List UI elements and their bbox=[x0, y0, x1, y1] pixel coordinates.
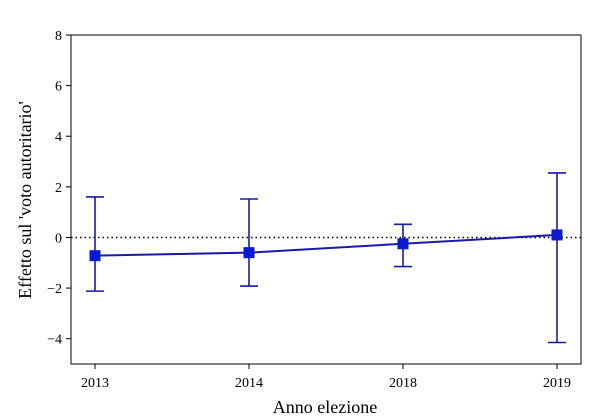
y-tick-label: −4 bbox=[47, 333, 62, 348]
y-tick-label: −2 bbox=[47, 282, 62, 297]
data-point-2018 bbox=[397, 238, 409, 250]
y-tick-label: 0 bbox=[55, 231, 62, 246]
series-line bbox=[94, 233, 558, 257]
y-axis-label: Effetto sul 'voto autoritario' bbox=[15, 101, 35, 299]
x-axis-label: Anno elezione bbox=[273, 397, 377, 417]
x-tick-label: 2014 bbox=[235, 376, 263, 391]
x-tick-label: 2019 bbox=[543, 376, 571, 391]
plot-area: −4 −2 0 2 4 6 8 2013 2014 2018 2019 bbox=[47, 29, 582, 391]
plot-frame bbox=[70, 34, 582, 365]
data-point-2013 bbox=[89, 250, 101, 262]
y-tick-label: 6 bbox=[55, 80, 62, 95]
y-tick-label: 2 bbox=[55, 181, 62, 196]
y-tick-label: 4 bbox=[55, 130, 62, 145]
data-point-2014 bbox=[243, 247, 255, 259]
x-tick-label: 2013 bbox=[81, 376, 109, 391]
x-tick-label: 2018 bbox=[389, 376, 417, 391]
y-tick-label: 8 bbox=[55, 29, 62, 44]
data-point-2019 bbox=[551, 229, 563, 241]
